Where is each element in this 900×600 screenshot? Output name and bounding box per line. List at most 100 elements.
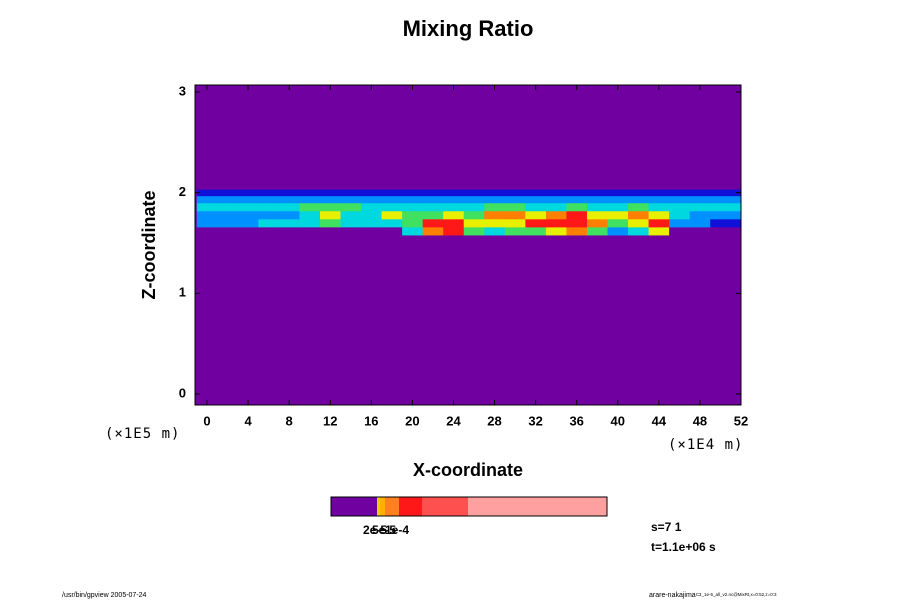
x-tick-label: 12 <box>323 413 337 428</box>
heatmap-cell <box>648 195 670 204</box>
x-tick-label: 16 <box>364 413 378 428</box>
heatmap-cell <box>278 218 300 228</box>
heatmap <box>196 189 741 236</box>
heatmap-cell <box>648 189 670 197</box>
heatmap-cell <box>258 226 280 236</box>
x-tick-label: 4 <box>244 413 252 428</box>
heatmap-cell <box>196 226 218 236</box>
heatmap-cell <box>669 195 691 204</box>
heatmap-cell <box>402 218 424 228</box>
heatmap-cell <box>443 195 465 204</box>
y-tick-label: 0 <box>179 385 186 400</box>
heatmap-cell <box>586 210 609 220</box>
heatmap-cell <box>443 210 465 220</box>
heatmap-cell <box>237 195 259 204</box>
heatmap-cell <box>484 202 506 212</box>
heatmap-cell <box>258 202 280 212</box>
heatmap-cell <box>340 210 362 220</box>
heatmap-cell <box>504 210 526 220</box>
colorbar-label: 5e-5 <box>372 523 396 537</box>
heatmap-cell <box>628 226 650 236</box>
heatmap-cell <box>730 218 741 228</box>
heatmap-cell <box>361 218 383 228</box>
colorbar-segment <box>468 497 607 516</box>
heatmap-cell <box>669 202 691 212</box>
heatmap-cell <box>628 218 650 228</box>
heatmap-cell <box>545 202 567 212</box>
heatmap-cell <box>730 189 741 197</box>
heatmap-cell <box>730 202 741 212</box>
x-tick-label: 20 <box>405 413 419 428</box>
heatmap-cell <box>648 226 670 236</box>
heatmap-cell <box>463 195 485 204</box>
heatmap-cell <box>669 189 691 197</box>
heatmap-cell <box>217 226 239 236</box>
footer: arare-nakajimaC3_1e-5_all_v2.nc@MixRt,x=… <box>649 592 777 599</box>
colorbar-segment <box>385 497 399 516</box>
heatmap-cell <box>504 189 526 197</box>
chart-title: Mixing Ratio <box>403 16 534 41</box>
heatmap-cell <box>299 218 321 228</box>
heatmap-cell <box>669 218 691 228</box>
heatmap-cell <box>402 202 424 212</box>
heatmap-cell <box>237 210 259 220</box>
heatmap-cell <box>504 226 526 236</box>
heatmap-cell <box>586 189 609 197</box>
heatmap-cell <box>525 202 547 212</box>
y-axis-label: Z-coordinate <box>139 190 159 299</box>
x-tick-label: 24 <box>446 413 461 428</box>
heatmap-cell <box>730 210 741 220</box>
heatmap-cell <box>525 218 547 228</box>
colorbar-frame <box>330 496 608 517</box>
heatmap-cell <box>484 218 506 228</box>
heatmap-cell <box>607 218 629 228</box>
heatmap-cell <box>196 218 218 228</box>
heatmap-cell <box>545 189 567 197</box>
heatmap-cell <box>278 195 300 204</box>
heatmap-cell <box>689 189 711 197</box>
heatmap-cell <box>258 218 280 228</box>
heatmap-cell <box>340 202 362 212</box>
heatmap-cell <box>340 226 362 236</box>
heatmap-cell <box>340 195 362 204</box>
heatmap-cell <box>566 226 588 236</box>
heatmap-cell <box>607 195 629 204</box>
heatmap-cell <box>648 202 670 212</box>
heatmap-cell <box>545 226 567 236</box>
heatmap-cell <box>319 195 342 204</box>
heatmap-cell <box>340 189 362 197</box>
heatmap-cell <box>217 189 239 197</box>
heatmap-cell <box>237 202 259 212</box>
heatmap-cell <box>566 210 588 220</box>
heatmap-cell <box>422 218 444 228</box>
colorbar-label: 2e-5 <box>363 523 387 537</box>
x-tick-label: 48 <box>693 413 707 428</box>
heatmap-cell <box>710 226 732 236</box>
heatmap-cell <box>689 202 711 212</box>
colorbar-label: 1e-4 <box>385 523 409 537</box>
info-text: s=7 1 <box>651 520 682 534</box>
heatmap-cell <box>381 218 403 228</box>
heatmap-cell <box>402 189 424 197</box>
colorbar: 2e-5 5e-5 1e-4 <box>330 496 608 537</box>
heatmap-cell <box>422 210 444 220</box>
heatmap-cell <box>484 210 506 220</box>
heatmap-cell <box>422 226 444 236</box>
heatmap-cell <box>381 210 403 220</box>
colorbar-segment <box>422 497 468 516</box>
heatmap-cell <box>196 210 218 220</box>
heatmap-cell <box>463 226 485 236</box>
x-unit: (×1E4 m) <box>668 437 743 453</box>
heatmap-cell <box>402 226 424 236</box>
heatmap-cell <box>319 202 342 212</box>
heatmap-cell <box>607 210 629 220</box>
heatmap-cell <box>586 202 609 212</box>
heatmap-cell <box>648 218 670 228</box>
heatmap-cell <box>566 189 588 197</box>
heatmap-cell <box>566 218 588 228</box>
heatmap-cell <box>566 202 588 212</box>
heatmap-cell <box>689 218 711 228</box>
plot-frame <box>194 84 742 406</box>
heatmap-cell <box>689 226 711 236</box>
